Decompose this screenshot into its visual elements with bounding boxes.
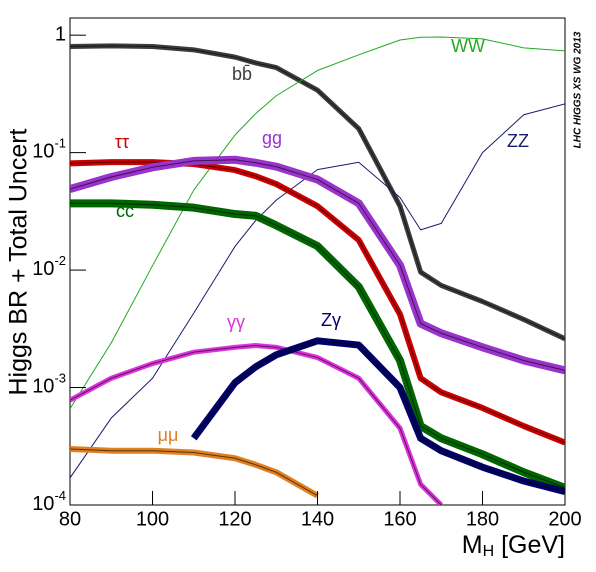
series-label: γγ [227,312,245,332]
series-line [70,36,565,410]
x-tick-label: 140 [301,508,334,530]
y-tick-label: 10-4 [32,488,66,515]
x-tick-label: 180 [466,508,499,530]
series-label: WW [451,36,485,56]
curves [70,36,565,505]
x-axis-title: MH [GeV] [462,531,565,561]
series-line [193,340,565,493]
series-line [70,202,565,489]
y-tick-label: 10-1 [32,136,66,163]
x-tick-label: 80 [59,508,81,530]
series-label: bb̄ [232,64,252,84]
series-label: gg [262,128,282,148]
x-tick-label: 200 [548,508,581,530]
x-tick-label: 120 [218,508,251,530]
y-tick-label: 10-3 [32,371,66,398]
y-tick-label: 1 [55,23,66,45]
y-axis-title: Higgs BR + Total Uncert [5,128,33,395]
x-tick-label: 100 [136,508,169,530]
uncertainty-band [70,445,319,499]
series-line [70,448,318,497]
series-label: μμ [158,425,179,445]
series-label: ZZ [507,131,529,151]
series-label: cc̄ [116,201,134,221]
y-tick-label: 10-2 [32,254,66,281]
series-line [70,45,565,340]
x-tick-label: 160 [383,508,416,530]
series-label: Zγ [321,310,341,330]
annotation: LHC HIGGS XS WG 2013 [573,31,584,148]
series-line [70,103,565,479]
series-line [70,159,565,371]
series-label: ττ [115,132,129,152]
series-line [70,345,442,505]
